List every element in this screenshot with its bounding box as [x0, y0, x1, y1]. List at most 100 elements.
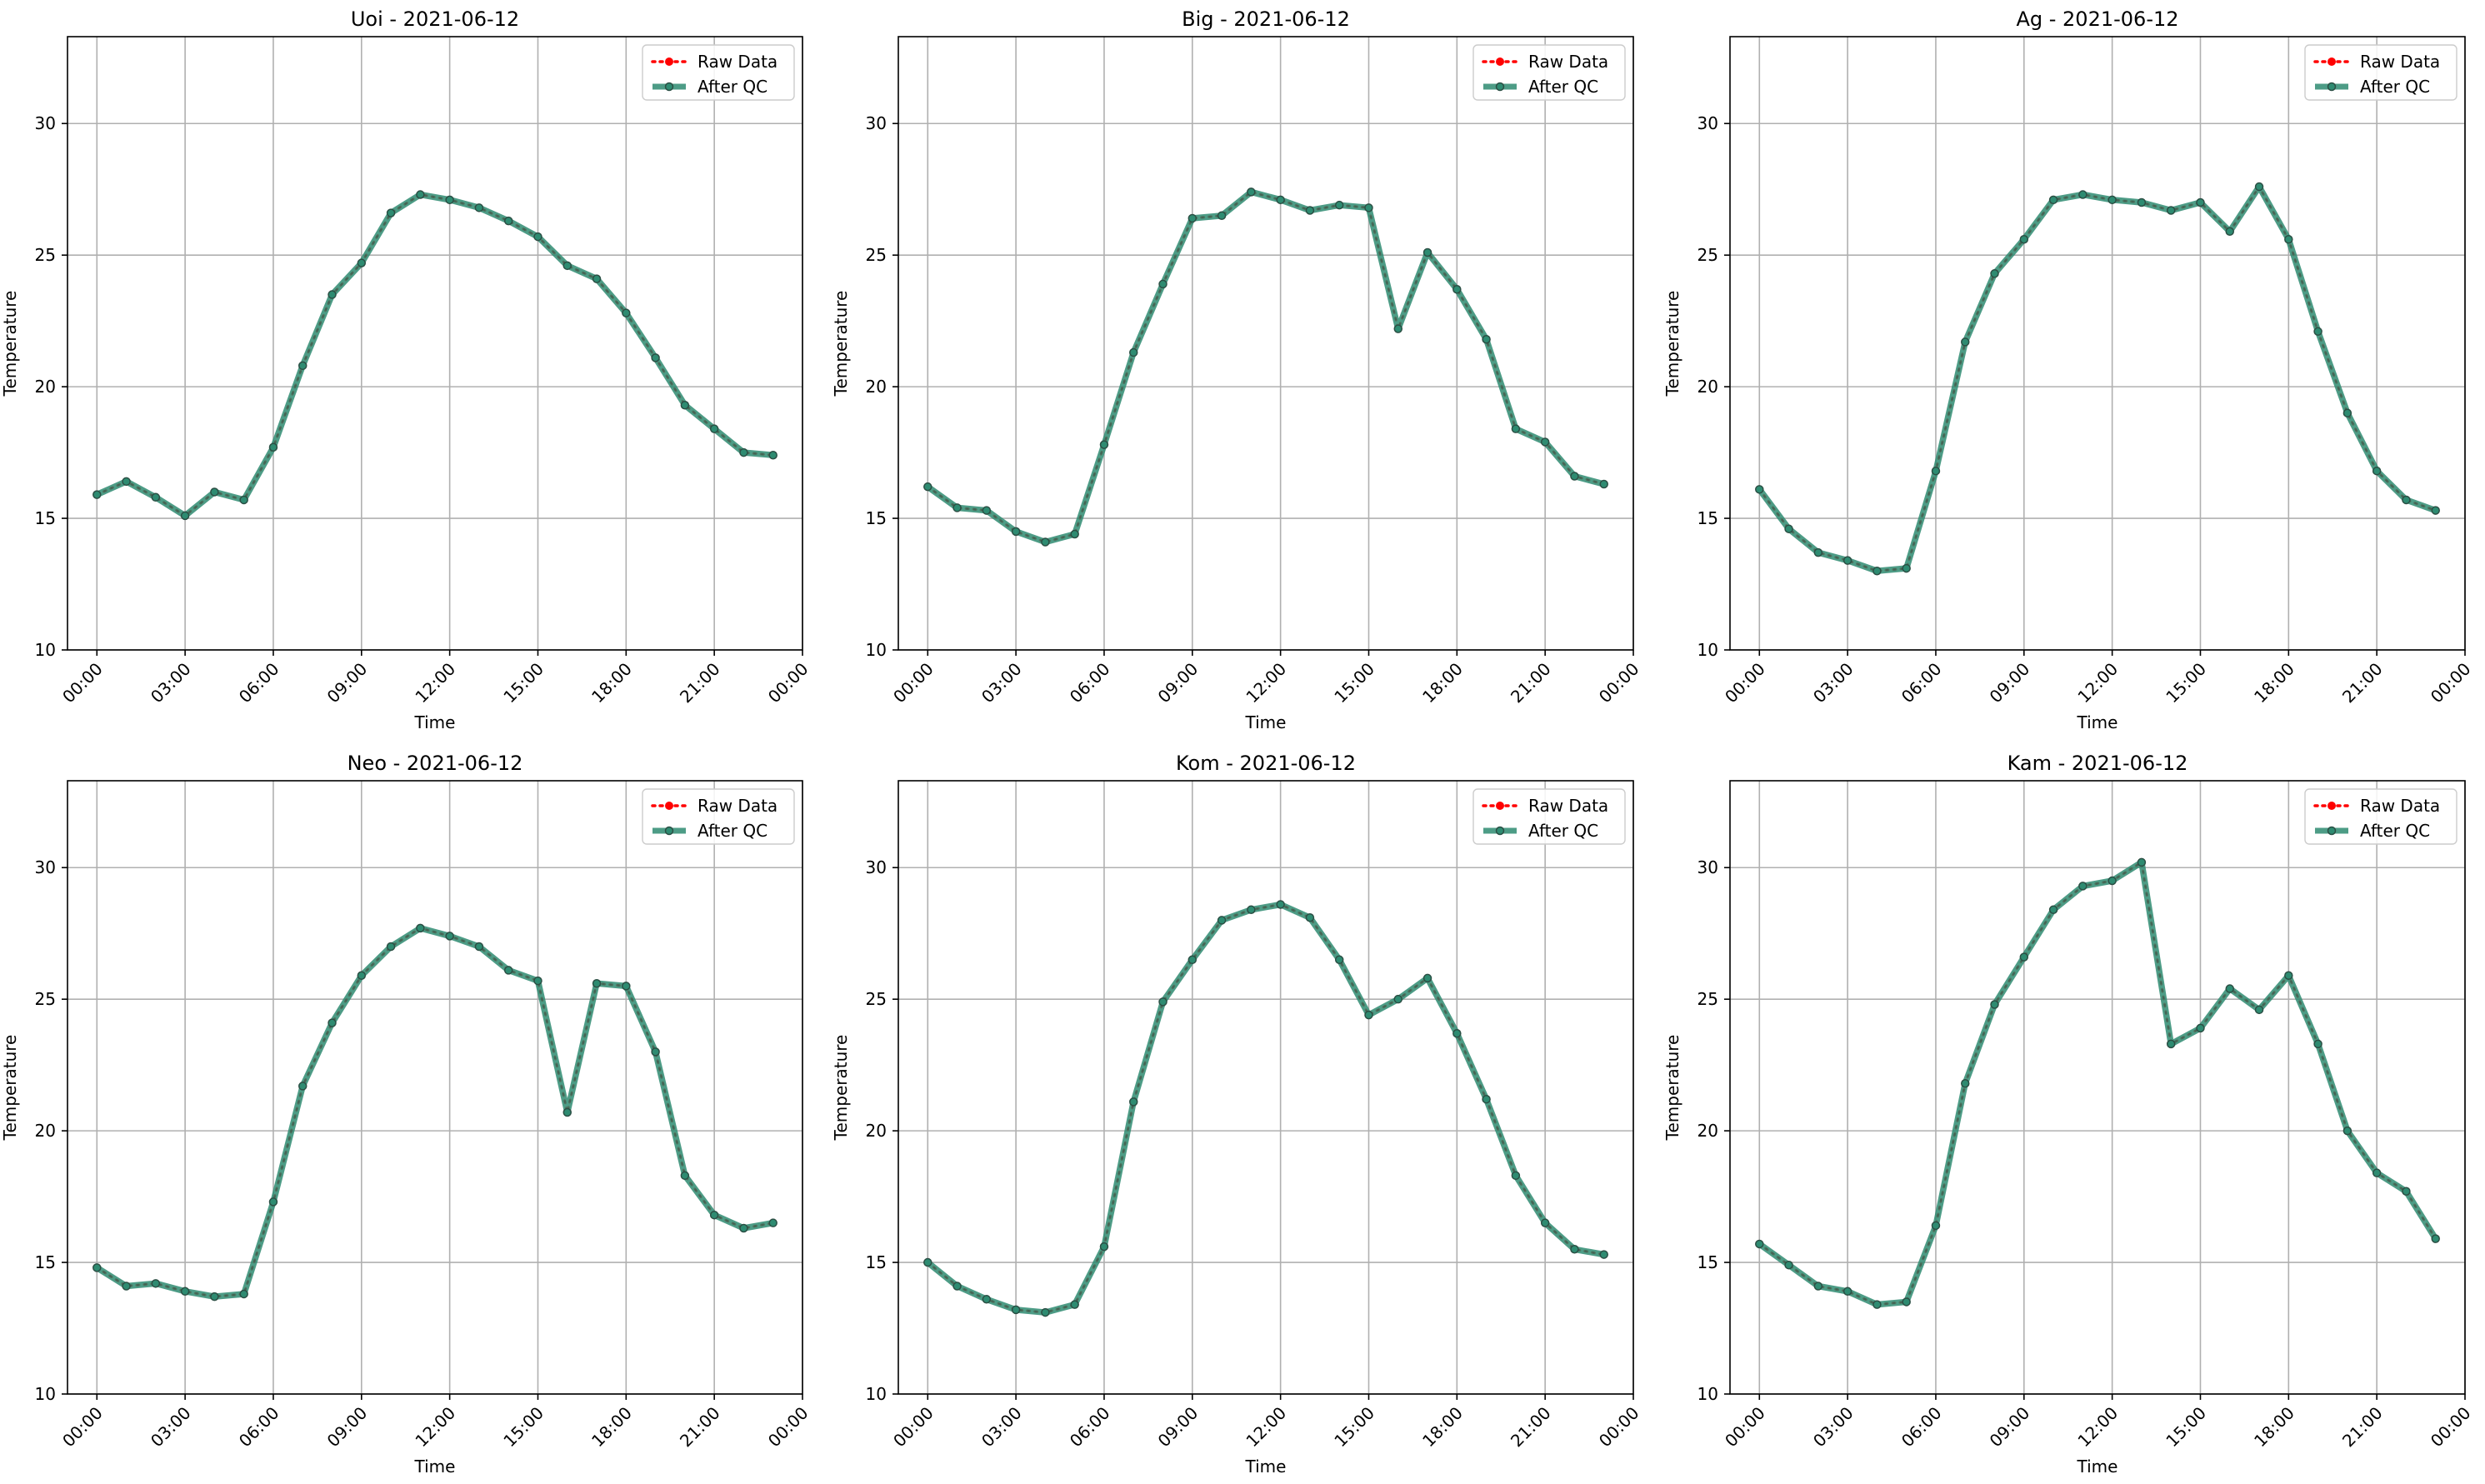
data-point [1247, 905, 1256, 915]
data-point [1041, 537, 1050, 547]
data-point [2342, 1126, 2352, 1136]
data-point [416, 190, 425, 199]
chart-title: Neo - 2021-06-12 [348, 752, 523, 775]
data-point [1128, 347, 1138, 357]
x-tick-label: 09:00 [1154, 1403, 1202, 1452]
data-point [1960, 337, 1970, 347]
data-point [1452, 284, 1462, 294]
data-point [2019, 952, 2029, 962]
gridlines [898, 37, 1634, 651]
data-point [2078, 882, 2088, 891]
data-point [2196, 197, 2205, 207]
data-point [533, 232, 542, 242]
y-tick-label: 20 [1698, 1121, 1718, 1141]
legend-raw-marker [2328, 57, 2336, 66]
x-tick-label: 09:00 [1154, 659, 1202, 707]
data-point [2431, 506, 2440, 515]
data-point [2372, 1168, 2382, 1177]
x-tick-label: 06:00 [235, 659, 283, 707]
data-point [2342, 408, 2352, 417]
data-point [386, 208, 396, 217]
data-points [923, 187, 1608, 547]
data-point [2372, 466, 2382, 476]
data-point [1842, 1287, 1852, 1297]
legend-qc-marker [664, 82, 674, 92]
data-points [1755, 857, 2440, 1309]
data-point [1902, 1297, 1911, 1307]
data-point [151, 1279, 161, 1288]
data-point [1813, 1282, 1823, 1291]
chart-panel-2: 10 15 20 25 30 00:00 03:00 06:00 09:00 12:00 15:00… [831, 7, 1643, 732]
y-tick-label: 10 [35, 640, 56, 660]
data-point [1931, 466, 1941, 476]
data-point [1511, 424, 1521, 433]
x-tick-label: 12:00 [2073, 659, 2122, 707]
legend: Raw Data After QC [2304, 44, 2458, 101]
raw-data-overlay-line [96, 927, 773, 1298]
plot-frame [1729, 780, 2466, 1395]
data-point [2166, 206, 2176, 215]
data-point [651, 1047, 660, 1057]
x-tick-label: 00:00 [764, 659, 812, 707]
data-point [1276, 900, 1285, 909]
legend-label-qc: After QC [698, 77, 768, 97]
data-point [1902, 563, 1911, 573]
data-point [210, 487, 219, 497]
data-point [239, 1289, 248, 1299]
y-tick-label: 30 [866, 113, 887, 133]
y-tick-label: 30 [866, 857, 887, 877]
data-point [2431, 1234, 2440, 1243]
data-point [1813, 547, 1823, 557]
x-axis-label: Time [2077, 712, 2118, 732]
x-tick-label: 12:00 [2073, 1403, 2122, 1452]
raw-data-overlay-line [1758, 860, 2437, 1306]
x-axis-label: Time [1245, 712, 1287, 732]
gridlines [68, 781, 803, 1395]
legend: Raw Data After QC [1472, 44, 1626, 101]
data-point [1011, 1305, 1021, 1315]
data-point [210, 1292, 219, 1302]
plot-frame [67, 36, 803, 651]
data-point [92, 1263, 102, 1272]
data-point [2108, 876, 2117, 886]
data-point [2254, 1005, 2264, 1015]
data-point [2225, 984, 2235, 993]
data-point [474, 942, 484, 952]
x-tick-label: 03:00 [978, 659, 1026, 707]
data-point [1784, 524, 1793, 533]
chart-title: Ag - 2021-06-12 [2016, 7, 2178, 31]
y-axis-label: Temperature [831, 291, 851, 397]
data-point [1070, 1300, 1079, 1309]
data-point [122, 477, 131, 487]
legend: Raw Data After QC [642, 44, 795, 101]
data-point [1599, 1250, 1608, 1259]
legend-label-raw: Raw Data [1528, 52, 1608, 72]
y-tick-label: 10 [866, 640, 887, 660]
y-tick-label: 25 [866, 245, 887, 265]
data-point [357, 258, 367, 267]
legend-qc-marker [2327, 82, 2337, 92]
y-axis-label: Temperature [1662, 291, 1682, 397]
y-axis-label: Temperature [0, 1035, 20, 1142]
data-point [1842, 556, 1852, 565]
y-tick-label: 15 [866, 1252, 887, 1272]
x-tick-label: 00:00 [1595, 659, 1643, 707]
x-axis-label: Time [2077, 1457, 2118, 1477]
x-tick-label: 09:00 [323, 1403, 372, 1452]
data-point [592, 274, 602, 283]
legend-qc-marker [1495, 82, 1505, 92]
after-qc-line [1758, 859, 2438, 1308]
x-tick-label: 06:00 [1066, 1403, 1114, 1452]
data-point [1393, 994, 1403, 1004]
data-point [2284, 971, 2293, 981]
y-axis-label: Temperature [0, 291, 20, 397]
data-point [533, 976, 542, 986]
legend: Raw Data After QC [642, 788, 795, 845]
plot-frame [898, 780, 1634, 1395]
data-point [298, 1082, 308, 1091]
y-tick-label: 15 [35, 508, 56, 528]
y-tick-label: 10 [1698, 1384, 1718, 1404]
x-tick-label: 18:00 [2250, 659, 2298, 707]
data-point [562, 1107, 572, 1117]
y-tick-label: 30 [35, 113, 56, 133]
